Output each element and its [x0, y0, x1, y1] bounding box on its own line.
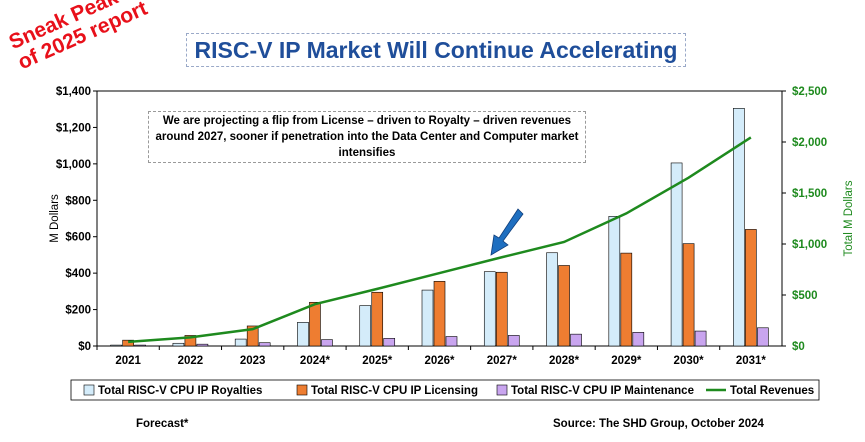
legend-box	[70, 379, 820, 401]
x-tick-label: 2028*	[549, 355, 580, 367]
bar	[371, 291, 384, 347]
legend-label: Total Revenues	[730, 385, 814, 397]
bar	[632, 332, 645, 347]
x-tick-label: 2029*	[611, 355, 642, 367]
y-right-tick-label: $2,500	[792, 86, 827, 98]
bar	[483, 271, 496, 347]
x-tick-label: 2026*	[424, 355, 455, 367]
legend-swatch	[496, 384, 508, 396]
bar	[745, 229, 757, 347]
source-footnote: Source: The SHD Group, October 2024	[553, 418, 764, 430]
y-axis-title: M Dollars	[49, 194, 61, 243]
bar	[433, 281, 446, 347]
forecast-footnote: Forecast*	[136, 418, 189, 430]
bar	[421, 289, 434, 347]
bar	[297, 322, 309, 347]
bar	[733, 108, 745, 347]
x-tick-label: 2021	[115, 355, 141, 367]
y-tick-label: $600	[65, 232, 91, 244]
bar	[258, 342, 271, 347]
legend-label: Total RISC-V CPU IP Licensing	[311, 385, 478, 397]
y-right-tick-label: $0	[792, 341, 805, 353]
bar	[757, 327, 769, 347]
bar	[234, 338, 247, 347]
x-tick-label: 2027*	[487, 355, 518, 367]
x-tick-label: 2031*	[736, 355, 767, 367]
x-tick-label: 2022	[178, 355, 204, 367]
legend-swatch	[83, 384, 95, 396]
bar	[546, 252, 558, 347]
bar	[507, 335, 520, 347]
bar	[172, 342, 185, 347]
y-tick-label: $1,000	[56, 159, 91, 171]
bar	[184, 335, 197, 347]
chart-title: RISC-V IP Market Will Continue Accelerat…	[186, 33, 686, 67]
callout-arrow	[490, 208, 524, 256]
y-right-tick-label: $1,000	[792, 239, 827, 251]
x-tick-label: 2024*	[300, 355, 331, 367]
bar	[445, 336, 458, 347]
bar	[196, 343, 209, 347]
x-tick-label: 2025*	[362, 355, 393, 367]
y-right-tick-label: $2,000	[792, 137, 827, 149]
bar	[309, 301, 321, 347]
legend-label: Total RISC-V CPU IP Royalties	[98, 385, 262, 397]
x-tick-label: 2023	[240, 355, 266, 367]
total-revenues-line	[128, 136, 752, 344]
y-tick-label: $400	[65, 268, 91, 280]
legend-label: Total RISC-V CPU IP Maintenance	[511, 385, 694, 397]
bar	[495, 271, 508, 347]
projection-note: We are projecting a flip from License – …	[148, 111, 586, 163]
bar	[110, 344, 122, 347]
bar	[558, 265, 570, 347]
bar	[383, 338, 396, 347]
bar	[620, 252, 633, 347]
bar	[670, 162, 683, 347]
legend-swatch	[296, 384, 308, 396]
y-right-tick-label: $1,500	[792, 188, 827, 200]
bar	[608, 216, 621, 347]
y-right-tick-label: $500	[792, 290, 818, 302]
bar	[122, 339, 134, 347]
y-tick-label: $200	[65, 305, 91, 317]
x-tick-label: 2030*	[674, 355, 705, 367]
y-tick-label: $0	[78, 341, 91, 353]
y-tick-label: $1,200	[56, 122, 91, 134]
bar	[682, 243, 695, 347]
y-right-axis-title: Total M Dollars	[843, 180, 855, 256]
bar	[570, 333, 582, 347]
bar	[134, 344, 146, 347]
bar	[321, 339, 333, 347]
bar	[694, 330, 707, 347]
y-tick-label: $1,400	[56, 86, 91, 98]
y-tick-label: $800	[65, 195, 91, 207]
bar	[359, 305, 372, 347]
bar	[246, 325, 259, 347]
